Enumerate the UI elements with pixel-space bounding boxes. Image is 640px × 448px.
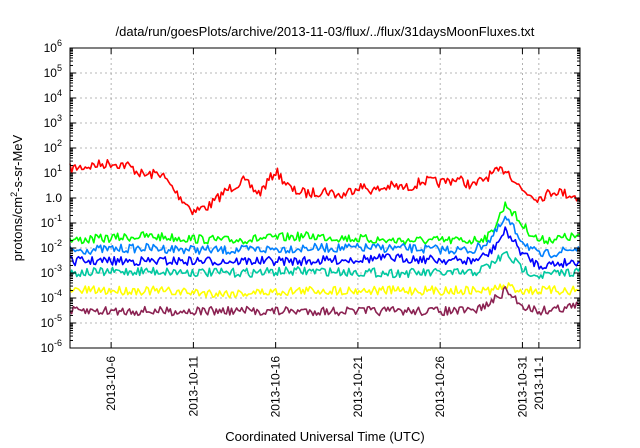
- y-tick-label: 1.0: [45, 191, 62, 205]
- x-tick-label: 2013-11-1: [532, 356, 546, 410]
- y-tick-label: 10-5: [41, 313, 62, 330]
- y-tick-label: 10-2: [41, 238, 62, 255]
- y-tick-label: 10-3: [41, 263, 62, 280]
- x-tick-label: 2013-10-31: [515, 356, 529, 418]
- axis-ticks: 10-6 10-5 10-4 10-3 10-2 10-1 1.0 101 102 103 104 1…: [41, 38, 580, 417]
- series-line-5: [69, 251, 581, 280]
- y-tick-label: 101: [44, 163, 62, 180]
- y-tick-label: 103: [44, 113, 62, 130]
- x-tick-label: 2013-10-21: [351, 356, 365, 418]
- x-tick-label: 2013-10-6: [104, 356, 118, 411]
- y-axis-label: protons/cm2-s-sr-MeV: [9, 134, 25, 261]
- grid: [70, 48, 580, 348]
- chart-title: /data/run/goesPlots/archive/2013-11-03/f…: [116, 24, 535, 39]
- x-axis-label: Coordinated Universal Time (UTC): [225, 429, 424, 444]
- series-line-4: [69, 226, 581, 270]
- x-tick-label: 2013-10-11: [186, 356, 200, 417]
- series-line-1: [69, 159, 581, 216]
- y-tick-label: 10-6: [41, 338, 62, 355]
- y-tick-label: 10-1: [41, 213, 62, 230]
- series-line-7: [69, 286, 581, 317]
- x-tick-label: 2013-10-16: [269, 356, 283, 418]
- x-tick-label: 2013-10-26: [433, 356, 447, 418]
- y-tick-label: 105: [44, 63, 62, 80]
- y-axis-label-main: protons/cm: [10, 197, 25, 261]
- y-tick-label: 102: [44, 138, 62, 155]
- series-line-3: [69, 215, 581, 259]
- y-tick-label: 10-4: [41, 288, 62, 305]
- y-axis-label-rest: -s-sr-MeV: [10, 134, 25, 191]
- series-line-6: [69, 282, 581, 299]
- y-tick-label: 104: [44, 88, 62, 105]
- y-tick-label: 106: [44, 38, 62, 55]
- y-axis-label-sup: 2: [9, 192, 19, 197]
- series-layer: [69, 159, 581, 317]
